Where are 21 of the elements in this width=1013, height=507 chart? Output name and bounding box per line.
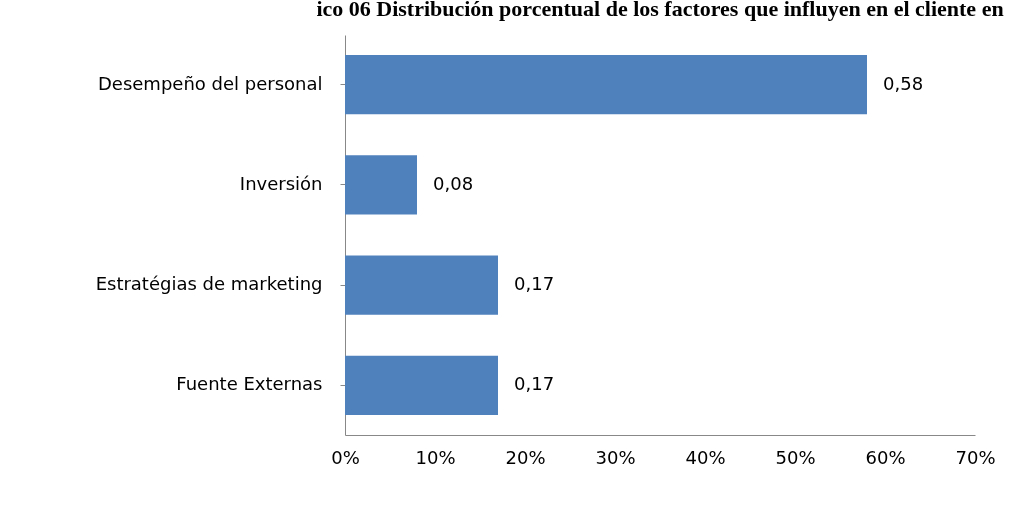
data-label: 0,17: [514, 273, 555, 295]
y-tick-label: Estratégias de marketing: [95, 273, 323, 295]
x-tick-label: 40%: [685, 446, 726, 468]
x-tick-label: 10%: [415, 446, 456, 468]
bar: [345, 155, 417, 215]
x-tick-label: 60%: [865, 446, 906, 468]
y-tick-label: Inversión: [239, 172, 323, 194]
x-tick-label: 20%: [505, 446, 546, 468]
bar: [345, 55, 867, 115]
y-tick-label: Desempeño del personal: [97, 72, 323, 94]
bar: [345, 355, 498, 415]
data-label: 0,08: [433, 172, 474, 194]
data-label: 0,58: [883, 72, 924, 94]
x-tick-label: 50%: [775, 446, 816, 468]
data-label: 0,17: [514, 373, 555, 395]
y-tick-label: Fuente Externas: [176, 373, 323, 395]
x-tick-label: 30%: [595, 446, 636, 468]
x-tick-label: 0%: [331, 446, 360, 468]
bar: [345, 255, 498, 315]
x-tick-label: 70%: [955, 446, 996, 468]
chart-title: ico 06 Distribución porcentual de los factores que influyen en el cliente en: [316, 0, 1004, 21]
